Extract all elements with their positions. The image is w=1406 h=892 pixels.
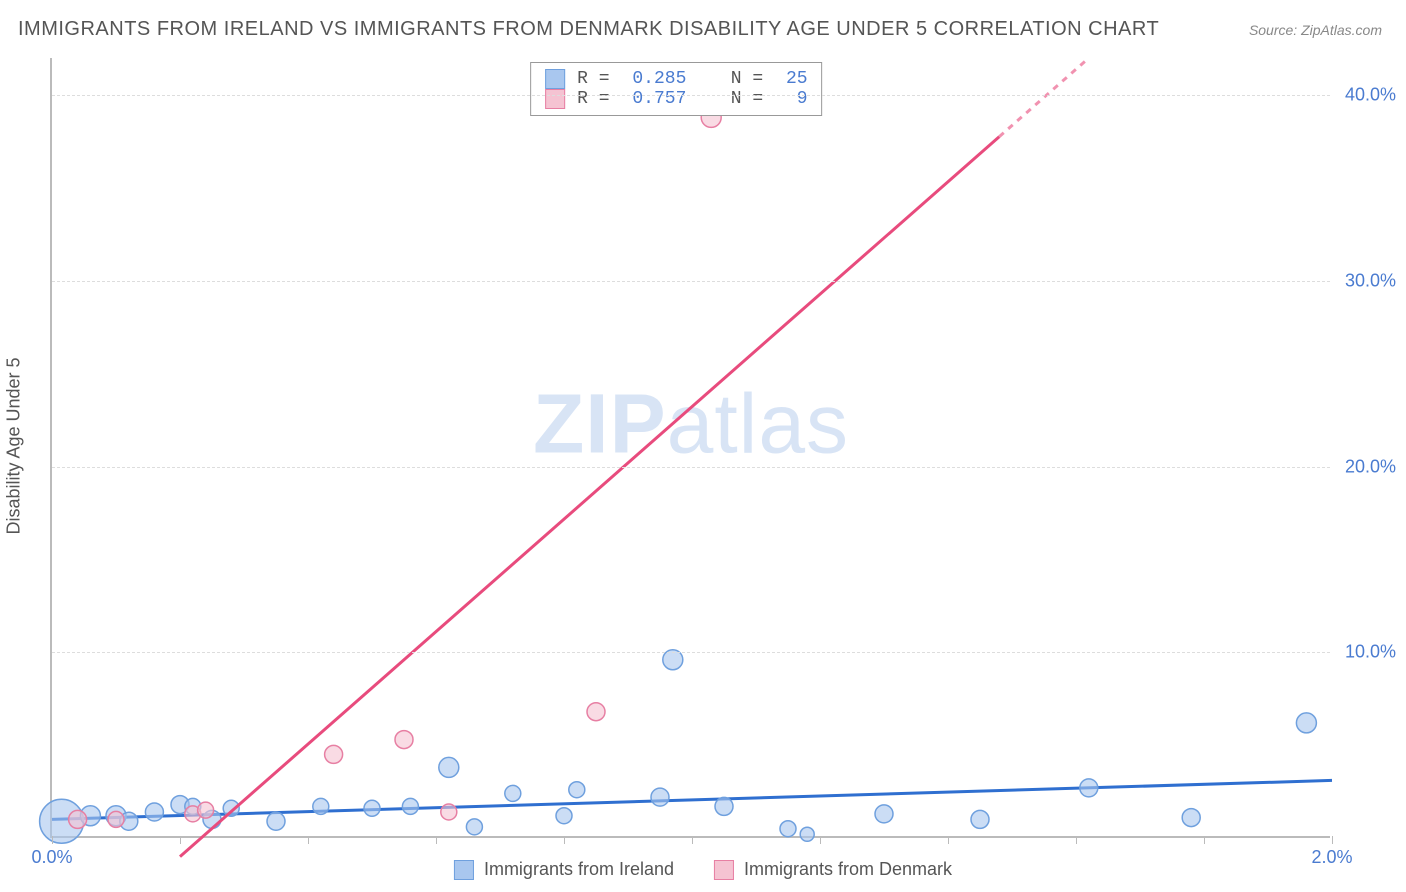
x-tick-label: 2.0% — [1311, 847, 1352, 868]
stat-r-label: R = — [577, 69, 620, 89]
data-point — [569, 782, 585, 798]
data-point — [556, 808, 572, 824]
data-point — [780, 821, 796, 837]
x-tick — [436, 836, 437, 844]
stat-n-value: 9 — [786, 89, 808, 109]
x-tick — [52, 836, 53, 844]
data-point — [325, 745, 343, 763]
x-tick — [1076, 836, 1077, 844]
legend-item: Immigrants from Ireland — [454, 859, 674, 880]
y-tick-label: 10.0% — [1345, 642, 1396, 663]
data-point — [1080, 779, 1098, 797]
data-point — [364, 800, 380, 816]
source-label: Source: ZipAtlas.com — [1249, 22, 1382, 38]
data-point — [466, 819, 482, 835]
data-point — [69, 810, 87, 828]
gridline — [52, 467, 1330, 468]
data-point — [971, 810, 989, 828]
legend-swatch — [545, 69, 565, 89]
data-point — [198, 802, 214, 818]
trend-line-dashed — [999, 58, 1089, 137]
y-axis-label: Disability Age Under 5 — [4, 357, 25, 534]
stats-legend-row: R = 0.285 N = 25 — [545, 69, 807, 89]
x-tick — [1204, 836, 1205, 844]
y-tick-label: 40.0% — [1345, 85, 1396, 106]
x-tick — [180, 836, 181, 844]
x-tick — [692, 836, 693, 844]
x-tick — [308, 836, 309, 844]
data-point — [875, 805, 893, 823]
data-point — [651, 788, 669, 806]
data-point — [108, 811, 124, 827]
trend-line — [180, 137, 999, 857]
data-point — [395, 731, 413, 749]
legend-swatch — [714, 860, 734, 880]
data-point — [402, 798, 418, 814]
stats-legend: R = 0.285 N = 25R = 0.757 N = 9 — [530, 62, 822, 116]
data-point — [505, 785, 521, 801]
legend-swatch — [454, 860, 474, 880]
legend-item: Immigrants from Denmark — [714, 859, 952, 880]
data-point — [441, 804, 457, 820]
data-point — [313, 798, 329, 814]
bottom-legend: Immigrants from Ireland Immigrants from D… — [454, 859, 952, 880]
stat-r-label: R = — [577, 89, 620, 109]
x-tick — [1332, 836, 1333, 844]
data-point — [715, 797, 733, 815]
gridline — [52, 652, 1330, 653]
data-point — [145, 803, 163, 821]
data-point — [587, 703, 605, 721]
stats-legend-row: R = 0.757 N = 9 — [545, 89, 807, 109]
data-point — [1296, 713, 1316, 733]
x-tick — [820, 836, 821, 844]
gridline — [52, 281, 1330, 282]
plot-area: ZIPatlas R = 0.285 N = 25R = 0.757 N = 9… — [50, 58, 1330, 838]
stat-n-label: N = — [698, 89, 774, 109]
stat-n-label: N = — [698, 69, 774, 89]
y-tick-label: 30.0% — [1345, 270, 1396, 291]
data-point — [1182, 809, 1200, 827]
legend-label: Immigrants from Ireland — [484, 859, 674, 880]
stat-r-value: 0.285 — [632, 69, 686, 89]
data-point — [267, 812, 285, 830]
gridline — [52, 95, 1330, 96]
x-tick — [948, 836, 949, 844]
y-tick-label: 20.0% — [1345, 456, 1396, 477]
data-point — [800, 827, 814, 841]
chart-svg — [52, 58, 1330, 836]
data-point — [439, 757, 459, 777]
stat-n-value: 25 — [786, 69, 808, 89]
stat-r-value: 0.757 — [632, 89, 686, 109]
x-tick — [564, 836, 565, 844]
legend-swatch — [545, 89, 565, 109]
chart-title: IMMIGRANTS FROM IRELAND VS IMMIGRANTS FR… — [18, 18, 1159, 41]
x-tick-label: 0.0% — [31, 847, 72, 868]
legend-label: Immigrants from Denmark — [744, 859, 952, 880]
